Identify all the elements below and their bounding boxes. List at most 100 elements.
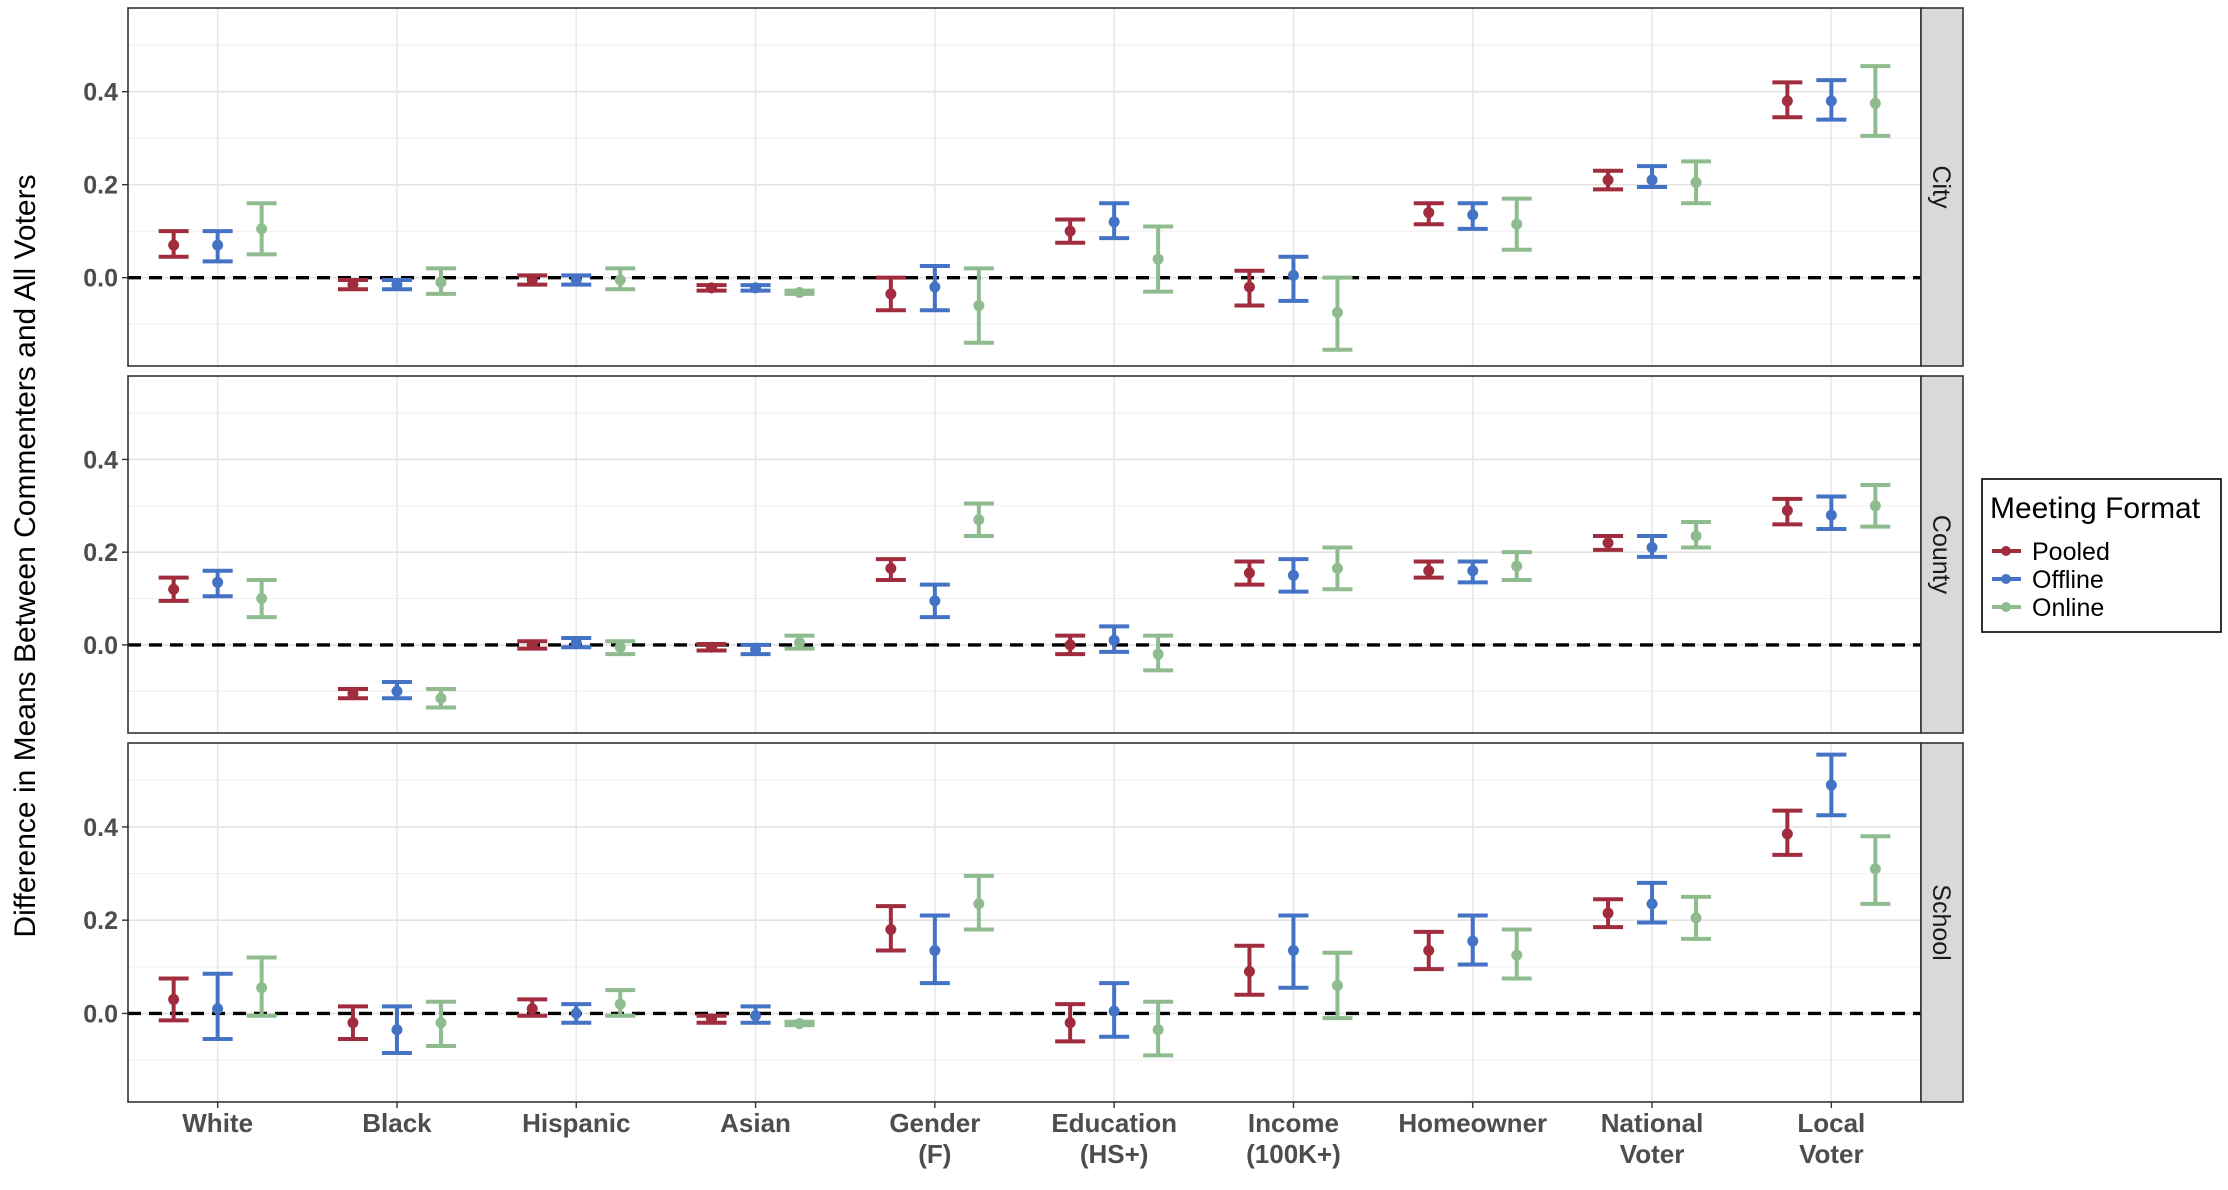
mean-point (1646, 542, 1658, 554)
error-bar-pooled-hispanic (517, 997, 548, 1018)
series-online (246, 834, 1891, 1058)
error-bar-online-gender-f (963, 873, 994, 932)
series-online (246, 482, 1891, 710)
error-bar-offline-homeowner (1457, 201, 1488, 231)
mean-point (1064, 639, 1076, 651)
facet-strip (1920, 742, 1964, 1103)
error-bar-online-income-100k (1322, 545, 1353, 592)
y-tick-label: 0.0 (83, 632, 118, 660)
mean-point (1602, 537, 1614, 549)
error-bar-offline-income-100k (1278, 557, 1309, 594)
error-bar-offline-asian (740, 1004, 771, 1025)
legend-key-point (2001, 602, 2011, 612)
error-bar-online-white (246, 578, 277, 620)
mean-point (750, 282, 762, 294)
mean-point (929, 944, 941, 956)
error-bar-pooled-white (158, 229, 189, 259)
error-bar-offline-local-voter (1816, 752, 1847, 818)
mean-point (1467, 209, 1479, 221)
error-bar-online-income-100k (1322, 950, 1353, 1021)
error-bar-pooled-gender-f (875, 904, 906, 953)
mean-point (1152, 253, 1164, 265)
mean-point (973, 514, 985, 526)
x-tick-label: Black (362, 1108, 432, 1138)
mean-point (1287, 269, 1299, 281)
facet-strip-label: School (1927, 884, 1955, 960)
error-bar-offline-education-hs (1099, 624, 1130, 654)
mean-point (1690, 530, 1702, 542)
mean-point (1869, 97, 1881, 109)
mean-point (1108, 634, 1120, 646)
mean-point (973, 898, 985, 910)
series-offline (202, 752, 1847, 1056)
error-bar-pooled-black (337, 686, 368, 701)
mean-point (885, 562, 897, 574)
mean-point (256, 593, 268, 605)
error-bar-pooled-black (337, 277, 368, 292)
error-bar-online-local-voter (1860, 482, 1891, 529)
error-bar-pooled-asian (696, 1013, 727, 1025)
error-bar-offline-black (381, 1004, 412, 1056)
mean-point (1690, 176, 1702, 188)
mean-point (706, 1013, 718, 1025)
error-bar-pooled-national-voter (1593, 533, 1624, 552)
y-axis-title: Difference in Means Between Commenters a… (9, 174, 42, 937)
mean-point (570, 1007, 582, 1019)
y-tick-label: 0.4 (83, 814, 118, 842)
mean-point (1152, 1024, 1164, 1036)
mean-point (614, 998, 626, 1010)
legend-item-pooled: Pooled (1992, 538, 2110, 566)
legend-key-point (2001, 574, 2011, 584)
error-bar-pooled-white (158, 575, 189, 603)
error-bar-offline-education-hs (1099, 201, 1130, 241)
mean-point (929, 281, 941, 293)
series-offline (202, 78, 1847, 313)
error-bar-online-asian (784, 287, 815, 299)
error-bar-online-national-voter (1681, 159, 1712, 206)
error-bar-offline-hispanic (561, 1002, 592, 1025)
mean-point (1825, 779, 1837, 791)
mean-point (391, 685, 403, 697)
mean-point (435, 1017, 447, 1029)
facet-panel-county: 0.0 0.2 0.4 County (83, 375, 1964, 734)
error-bar-online-gender-f (963, 266, 994, 345)
series-pooled (158, 496, 1803, 701)
error-bar-offline-local-voter (1816, 494, 1847, 531)
error-bar-offline-black (381, 277, 412, 292)
error-bar-offline-hispanic (561, 273, 592, 287)
error-bar-online-black (425, 686, 456, 710)
error-bar-online-local-voter (1860, 834, 1891, 906)
mean-point (929, 595, 941, 607)
y-tick-label: 0.4 (83, 446, 118, 474)
error-bar-pooled-local-voter (1772, 80, 1803, 120)
mean-point (168, 993, 180, 1005)
mean-point (1108, 216, 1120, 228)
error-bar-online-hispanic (605, 988, 636, 1018)
series-pooled (158, 80, 1803, 313)
panel-background (128, 743, 1921, 1102)
mean-point (212, 239, 224, 251)
error-bar-pooled-income-100k (1234, 943, 1265, 997)
mean-point (212, 1003, 224, 1015)
error-bar-pooled-black (337, 1004, 368, 1042)
mean-point (1423, 565, 1435, 577)
error-bar-offline-asian (740, 282, 771, 294)
error-bar-offline-asian (740, 642, 771, 657)
mean-point (1287, 944, 1299, 956)
mean-point (1108, 1005, 1120, 1017)
legend-label: Pooled (2032, 538, 2110, 566)
y-tick-label: 0.0 (83, 265, 118, 293)
error-bar-online-homeowner (1501, 196, 1532, 252)
mean-point (256, 982, 268, 994)
legend-box (1981, 478, 2222, 633)
facet-strip (1920, 7, 1964, 367)
mean-point (1690, 912, 1702, 924)
error-bar-online-asian (784, 1018, 815, 1030)
x-tick-label: Gender (F) (889, 1108, 980, 1169)
mean-point (570, 637, 582, 649)
error-bar-pooled-homeowner (1413, 929, 1444, 972)
error-bar-online-national-voter (1681, 520, 1712, 550)
panel-background (128, 376, 1921, 733)
error-bar-offline-income-100k (1278, 254, 1309, 303)
